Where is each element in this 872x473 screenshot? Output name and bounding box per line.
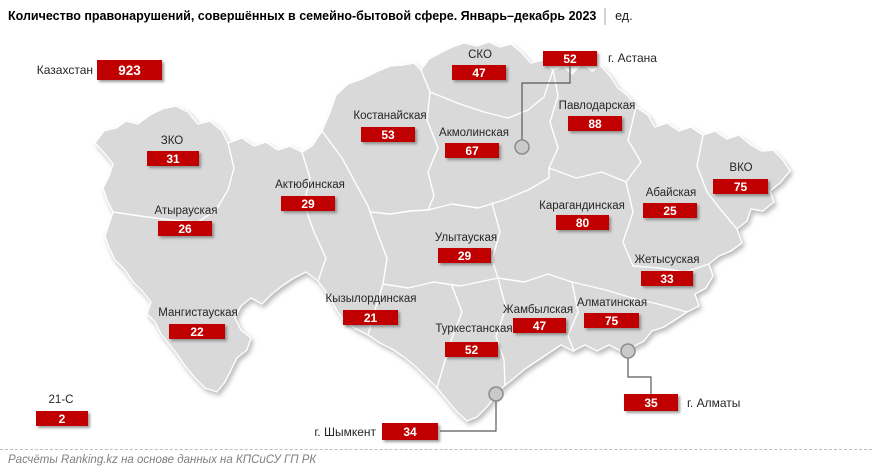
region-label: ЗКО — [160, 135, 184, 147]
region-value-badge: 22 — [169, 324, 225, 339]
region-value-badge: 88 — [568, 116, 622, 131]
region-label: Карагандинская — [539, 200, 625, 212]
region-label: Актюбинская — [275, 179, 345, 191]
region-value-badge: 47 — [513, 318, 566, 333]
title-text: Количество правонарушений, совершённых в… — [8, 9, 597, 23]
city-label: г. Алматы — [687, 396, 741, 410]
shymkent-marker — [488, 386, 504, 402]
city-value-badge: 34 — [382, 423, 438, 440]
region-value-badge: 75 — [713, 179, 768, 194]
region-label: Кызылординская — [325, 293, 417, 305]
region-label: Туркестанская — [435, 323, 513, 335]
region-value-badge: 31 — [147, 151, 199, 166]
city-leader-lines — [440, 65, 652, 432]
astana-marker — [514, 139, 530, 155]
almaty-leader-line — [627, 358, 652, 394]
region-value-badge: 29 — [438, 248, 491, 263]
source-note: Расчёты Ranking.kz на основе данных на К… — [8, 454, 317, 466]
region-label: Абайская — [645, 187, 697, 199]
region-label: Павлодарская — [558, 100, 636, 112]
shymkent-leader-line — [440, 401, 497, 432]
total-value-badge: 923 — [97, 60, 162, 80]
city-value-badge: 35 — [624, 394, 678, 411]
page-title: Количество правонарушений, совершённых в… — [8, 8, 633, 24]
region-label: Алматинская — [576, 297, 648, 309]
title-separator: │ — [601, 8, 611, 24]
region-value-badge: 80 — [556, 215, 609, 230]
region-value-badge: 21 — [343, 310, 398, 325]
region-value-badge: 26 — [158, 221, 212, 236]
region-label: Жамбылская — [502, 304, 574, 316]
region-label: СКО — [468, 49, 492, 61]
region-label: 21-С — [48, 394, 74, 406]
region-label: Мангистауская — [158, 307, 238, 319]
region-value-badge: 47 — [452, 65, 506, 80]
footer-divider — [0, 449, 872, 450]
title-unit: ед. — [615, 9, 633, 23]
region-borders — [112, 69, 738, 389]
city-label: г. Астана — [608, 51, 657, 65]
total-label: Казахстан — [36, 63, 93, 77]
region-value-badge: 2 — [36, 411, 88, 426]
region-label: ВКО — [729, 162, 753, 174]
region-value-badge: 25 — [643, 203, 697, 218]
region-value-badge: 53 — [361, 127, 415, 142]
region-label: Улытауская — [434, 232, 498, 244]
region-label: Акмолинская — [439, 127, 509, 139]
astana-leader-line — [521, 65, 571, 140]
city-value-badge: 52 — [543, 51, 597, 66]
region-value-badge: 67 — [445, 143, 499, 158]
region-value-badge: 33 — [641, 271, 693, 286]
region-label: Атырауская — [154, 205, 218, 217]
region-value-badge: 75 — [584, 313, 639, 328]
almaty-marker — [620, 343, 636, 359]
region-value-badge: 52 — [445, 342, 498, 357]
region-value-badge: 29 — [281, 196, 335, 211]
region-label: Костанайская — [353, 110, 427, 122]
city-label: г. Шымкент — [314, 425, 376, 439]
region-label: Жетысуская — [634, 254, 700, 266]
